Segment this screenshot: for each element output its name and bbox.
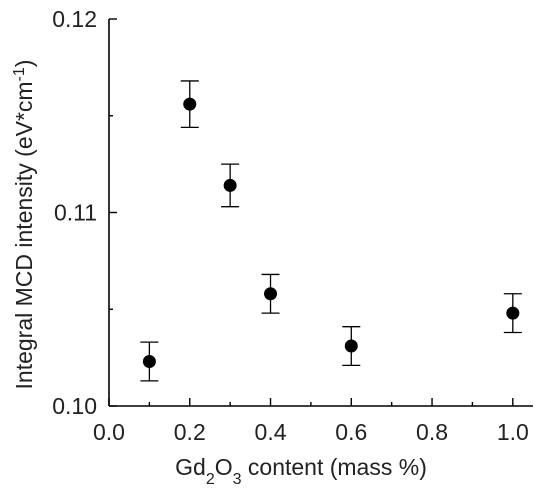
data-point-group xyxy=(140,341,159,382)
data-point-group xyxy=(342,326,361,367)
x-tick-label: 0.6 xyxy=(335,419,367,445)
y-tick-label: 0.12 xyxy=(52,6,97,32)
x-tick-label: 0.8 xyxy=(416,419,448,445)
data-point xyxy=(264,287,278,301)
axis-labels: Gd2O3 content (mass %) Integral MCD inten… xyxy=(11,60,427,488)
y-tick-label: 0.11 xyxy=(54,200,97,226)
data-points xyxy=(140,80,522,382)
y-axis-label: Integral MCD intensity (eV*cm-1) xyxy=(11,60,38,390)
data-point xyxy=(223,178,237,192)
y-tick-label: 0.10 xyxy=(52,393,97,419)
axes xyxy=(108,19,533,407)
data-point xyxy=(344,339,358,353)
ticks: 0.0 0.2 0.4 0.6 0.8 1.0 0.10 0.11 0.12 xyxy=(52,6,529,445)
x-axis-label: Gd2O3 content (mass %) xyxy=(175,454,427,488)
data-point-group xyxy=(180,80,199,129)
x-tick-label: 0.4 xyxy=(255,419,287,445)
x-tick-label: 0.0 xyxy=(93,419,125,445)
data-point-group xyxy=(503,293,522,334)
data-point-group xyxy=(261,273,280,314)
x-tick-label: 1.0 xyxy=(497,419,529,445)
data-point xyxy=(183,97,197,111)
x-tick-label: 0.2 xyxy=(174,419,206,445)
data-point xyxy=(506,306,520,320)
data-point xyxy=(142,354,156,368)
data-point-group xyxy=(221,163,240,208)
